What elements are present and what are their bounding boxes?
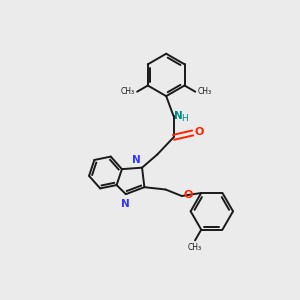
Text: CH₃: CH₃ <box>121 87 135 96</box>
Text: O: O <box>195 127 204 137</box>
Text: O: O <box>183 190 193 200</box>
Text: N: N <box>132 155 141 165</box>
Text: H: H <box>181 114 188 123</box>
Text: N: N <box>174 111 183 121</box>
Text: N: N <box>122 199 130 208</box>
Text: CH₃: CH₃ <box>188 243 202 252</box>
Text: CH₃: CH₃ <box>198 87 212 96</box>
